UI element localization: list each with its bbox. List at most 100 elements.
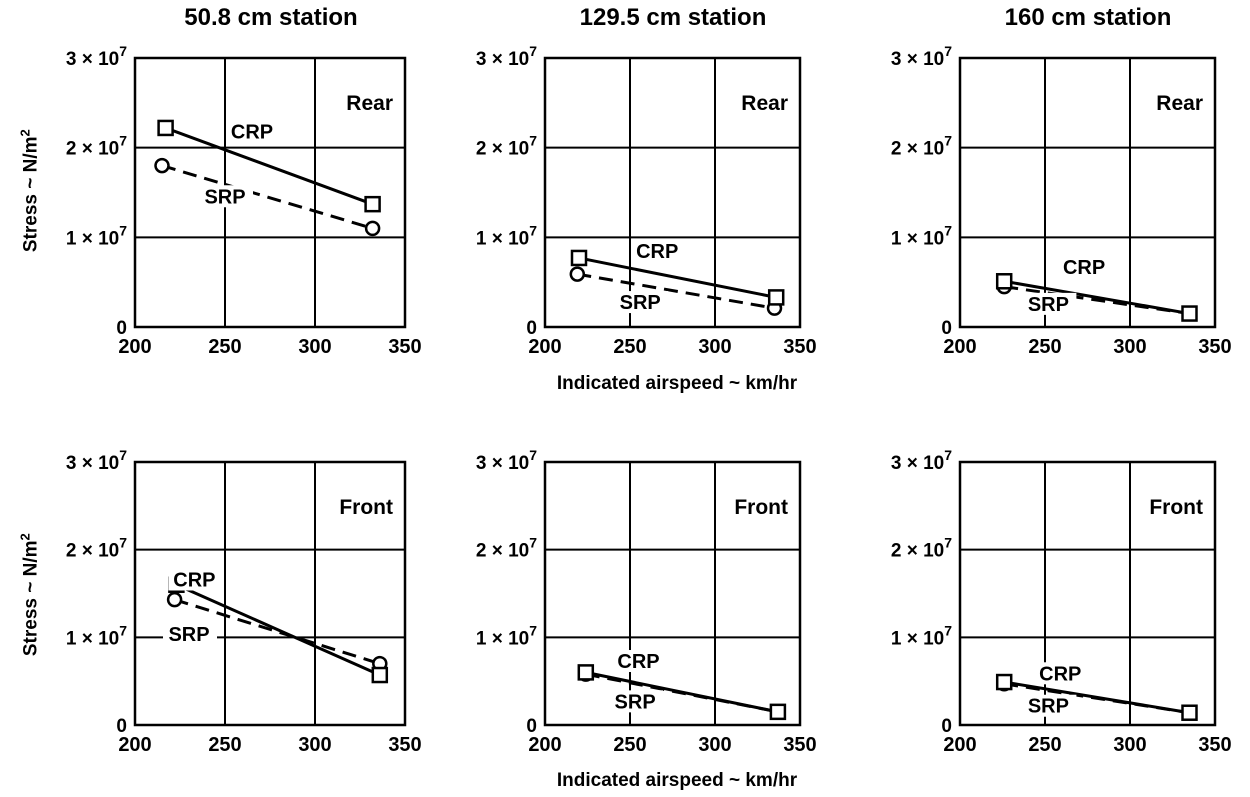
x-tick-label: 350 [783, 336, 816, 358]
y-tick-label: 2 × 107 [66, 133, 127, 160]
chart-panel-2: 200 250 300 350 0 1 × 107 2 × 107 3 × 107 Rear CR… [476, 43, 817, 358]
y-tick-label: 0 [941, 318, 952, 339]
x-tick-label: 200 [118, 336, 151, 358]
x-tick-label: 350 [1198, 734, 1231, 756]
series-label-bg [614, 291, 669, 314]
panel-label: Front [1149, 496, 1203, 519]
plot-frame [543, 460, 802, 727]
y-tick-label: 2 × 107 [891, 535, 952, 562]
series-label-bg [1058, 256, 1113, 279]
series-label-bg [199, 185, 253, 208]
column-title-2: 129.5 cm station [579, 4, 767, 31]
x-tick-label: 300 [698, 734, 731, 756]
x-tick-label: 200 [528, 336, 561, 358]
series-label-crp: CRP [617, 651, 659, 673]
series-label-bg [163, 622, 217, 645]
data-point-square [995, 273, 1013, 290]
data-point-square [1181, 305, 1198, 322]
series-label-crp: CRP [231, 122, 273, 144]
x-tick-label: 300 [298, 734, 331, 756]
x-tick-label: 300 [1113, 734, 1146, 756]
series-line-srp [577, 272, 775, 310]
x-tick-label: 350 [783, 734, 816, 756]
y-tick-label: 0 [116, 716, 127, 737]
y-tick-label: 3 × 107 [476, 447, 537, 474]
y-tick-label: 1 × 107 [891, 222, 952, 249]
plot-frame [133, 56, 407, 329]
series-label-srp: SRP [168, 624, 209, 646]
series-line-crp [165, 126, 374, 206]
y-tick-label: 3 × 107 [891, 43, 952, 70]
data-point-square [1181, 704, 1198, 721]
chart-panel-5: 200 250 300 350 0 1 × 107 2 × 107 3 × 107 Front C… [476, 447, 817, 756]
series-label-bg [609, 690, 664, 713]
y-tick-label: 3 × 107 [891, 447, 952, 474]
y-tick-label: 0 [941, 716, 952, 737]
data-point-circle [364, 220, 381, 237]
plot-frame [958, 56, 1217, 329]
column-title-3: 160 cm station [1004, 4, 1172, 31]
plot-frame [958, 460, 1217, 727]
chart-panel-6: 200 250 300 350 0 1 × 107 2 × 107 3 × 107 Front C… [891, 447, 1232, 756]
series-label-srp: SRP [1028, 294, 1069, 316]
series-label-crp: CRP [173, 569, 215, 591]
y-tick-label: 0 [526, 716, 537, 737]
y-tick-label: 2 × 107 [891, 133, 952, 160]
panel-label: Rear [1156, 92, 1203, 115]
y-tick-label: 1 × 107 [66, 222, 127, 249]
series-line-srp [174, 598, 381, 666]
y-tick-label: 2 × 107 [476, 133, 537, 160]
plot-frame [133, 460, 407, 727]
series-label-srp: SRP [204, 186, 245, 208]
series-label-crp: CRP [636, 241, 678, 263]
x-tick-label: 250 [613, 734, 646, 756]
data-point-square [570, 249, 588, 267]
data-point-circle [166, 591, 183, 608]
y-tick-label: 0 [526, 318, 537, 339]
series-label-srp: SRP [620, 292, 661, 314]
x-tick-label: 200 [118, 734, 151, 756]
x-tick-label: 250 [1028, 734, 1061, 756]
panel-label: Rear [741, 92, 788, 115]
x-tick-label: 250 [208, 734, 241, 756]
chart-panel-3: 200 250 300 350 0 1 × 107 2 × 107 3 × 107 Rear CR… [891, 43, 1232, 358]
x-tick-label: 350 [388, 336, 421, 358]
x-tick-label: 250 [1028, 336, 1061, 358]
series-label-bg [168, 568, 223, 591]
x-tick-label: 300 [298, 336, 331, 358]
series-label-srp: SRP [615, 691, 656, 713]
y-tick-label: 3 × 107 [66, 447, 127, 474]
series-label-bg [1022, 694, 1077, 717]
x-tick-label: 300 [1113, 336, 1146, 358]
data-point-square [371, 666, 389, 684]
y-tick-label: 1 × 107 [891, 622, 952, 649]
series-label-bg [226, 120, 280, 143]
chart-panel-1: 200 250 300 350 0 1 × 107 2 × 107 3 × 107 Rear CR… [66, 43, 422, 358]
data-point-square [767, 289, 785, 306]
series-label-bg [1034, 662, 1089, 685]
x-tick-label: 300 [698, 336, 731, 358]
panel-label: Front [339, 496, 393, 519]
series-label-crp: CRP [1063, 257, 1105, 279]
series-line-crp [175, 583, 381, 677]
data-point-square [577, 664, 595, 681]
y-tick-label: 3 × 107 [66, 43, 127, 70]
y-tick-label: 1 × 107 [66, 622, 127, 649]
y-tick-label: 3 × 107 [476, 43, 537, 70]
data-point-square [364, 195, 381, 213]
series-label-crp: CRP [1039, 663, 1081, 685]
x-tick-label: 250 [208, 336, 241, 358]
data-point-circle [569, 266, 586, 282]
x-tick-label: 250 [613, 336, 646, 358]
series-label-bg [1022, 292, 1077, 315]
y-tick-label: 1 × 107 [476, 222, 537, 249]
data-point-circle [154, 157, 170, 174]
y-tick-label: 1 × 107 [476, 622, 537, 649]
panel-label: Front [734, 496, 788, 519]
x-tick-label: 200 [943, 734, 976, 756]
column-title-1: 50.8 cm station [184, 4, 358, 31]
series-label-srp: SRP [1028, 696, 1069, 718]
data-point-square [769, 703, 787, 721]
panel-label: Rear [346, 92, 393, 115]
